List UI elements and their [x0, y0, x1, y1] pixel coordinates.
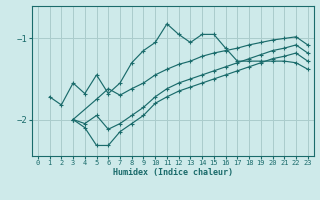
X-axis label: Humidex (Indice chaleur): Humidex (Indice chaleur): [113, 168, 233, 177]
